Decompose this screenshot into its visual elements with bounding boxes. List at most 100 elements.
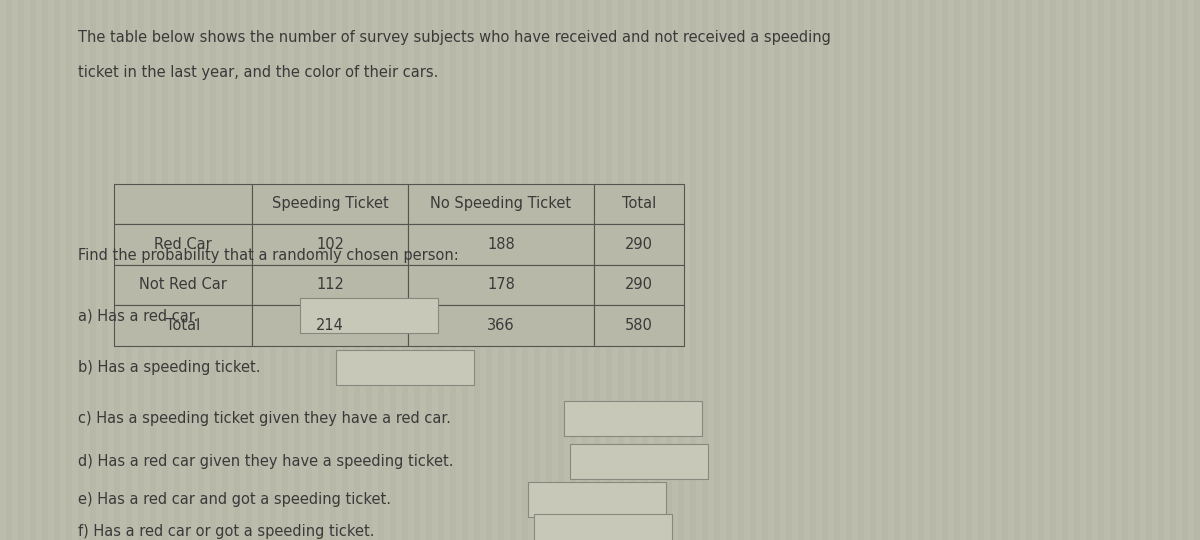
Text: e) Has a red car and got a speeding ticket.: e) Has a red car and got a speeding tick… (78, 492, 391, 507)
Bar (744, 0, 750, 540)
Bar (336, 350, 474, 385)
Bar (168, 0, 174, 540)
Bar (420, 0, 426, 540)
Bar (732, 0, 738, 540)
Bar (72, 0, 78, 540)
Bar (1068, 0, 1074, 540)
Bar (300, 0, 306, 540)
Bar (1116, 0, 1122, 540)
Bar (936, 0, 942, 540)
Bar (264, 0, 270, 540)
Bar (114, 184, 252, 224)
Text: 102: 102 (316, 237, 344, 252)
Bar (780, 0, 786, 540)
Bar (114, 305, 252, 346)
Text: Not Red Car: Not Red Car (139, 278, 227, 292)
Bar (672, 0, 678, 540)
Bar (792, 0, 798, 540)
Bar (1008, 0, 1014, 540)
Bar (204, 0, 210, 540)
Bar (192, 0, 198, 540)
Bar (120, 0, 126, 540)
Bar (240, 0, 246, 540)
Text: Total: Total (622, 197, 656, 211)
Text: 178: 178 (487, 278, 515, 292)
Bar (1140, 0, 1146, 540)
Bar (300, 298, 438, 333)
Bar (312, 0, 318, 540)
Bar (912, 0, 918, 540)
Text: No Speeding Ticket: No Speeding Ticket (431, 197, 571, 211)
Bar (594, 224, 684, 265)
Bar (480, 0, 486, 540)
Bar (504, 0, 510, 540)
Bar (1188, 0, 1194, 540)
Bar (252, 305, 408, 346)
Bar (12, 0, 18, 540)
Text: 188: 188 (487, 237, 515, 252)
Bar (114, 265, 252, 305)
Bar (252, 265, 408, 305)
Bar (84, 0, 90, 540)
Bar (144, 0, 150, 540)
Bar (648, 0, 654, 540)
Bar (528, 0, 534, 540)
Bar (984, 0, 990, 540)
Bar (1032, 0, 1038, 540)
Bar (108, 0, 114, 540)
Bar (534, 514, 672, 540)
Bar (276, 0, 282, 540)
Bar (768, 0, 774, 540)
Bar (444, 0, 450, 540)
Bar (384, 0, 390, 540)
Bar (852, 0, 858, 540)
Bar (594, 305, 684, 346)
Bar (720, 0, 726, 540)
Text: f) Has a red car or got a speeding ticket.: f) Has a red car or got a speeding ticke… (78, 524, 374, 539)
Text: Total: Total (166, 318, 200, 333)
Bar (612, 0, 618, 540)
Text: 290: 290 (625, 237, 653, 252)
Bar (360, 0, 366, 540)
Bar (36, 0, 42, 540)
Bar (48, 0, 54, 540)
Bar (252, 0, 258, 540)
Bar (1128, 0, 1134, 540)
Bar (456, 0, 462, 540)
Text: 580: 580 (625, 318, 653, 333)
Bar (324, 0, 330, 540)
Text: d) Has a red car given they have a speeding ticket.: d) Has a red car given they have a speed… (78, 454, 454, 469)
Bar (0, 0, 6, 540)
Bar (96, 0, 102, 540)
Bar (408, 305, 594, 346)
Bar (1104, 0, 1110, 540)
Bar (960, 0, 966, 540)
Bar (594, 265, 684, 305)
Text: Find the probability that a randomly chosen person:: Find the probability that a randomly cho… (78, 248, 458, 264)
Bar (864, 0, 870, 540)
Bar (336, 0, 342, 540)
Bar (468, 0, 474, 540)
Bar (888, 0, 894, 540)
Bar (432, 0, 438, 540)
Bar (600, 0, 606, 540)
Bar (348, 0, 354, 540)
Bar (396, 0, 402, 540)
Bar (552, 0, 558, 540)
Bar (564, 401, 702, 436)
Bar (408, 265, 594, 305)
Text: 290: 290 (625, 278, 653, 292)
Bar (288, 0, 294, 540)
Bar (252, 224, 408, 265)
Text: ticket in the last year, and the color of their cars.: ticket in the last year, and the color o… (78, 65, 438, 80)
Text: The table below shows the number of survey subjects who have received and not re: The table below shows the number of surv… (78, 30, 830, 45)
Bar (696, 0, 702, 540)
Bar (972, 0, 978, 540)
Bar (252, 184, 408, 224)
Bar (540, 0, 546, 540)
Bar (156, 0, 162, 540)
Bar (564, 0, 570, 540)
Bar (24, 0, 30, 540)
Bar (570, 444, 708, 480)
Bar (624, 0, 630, 540)
